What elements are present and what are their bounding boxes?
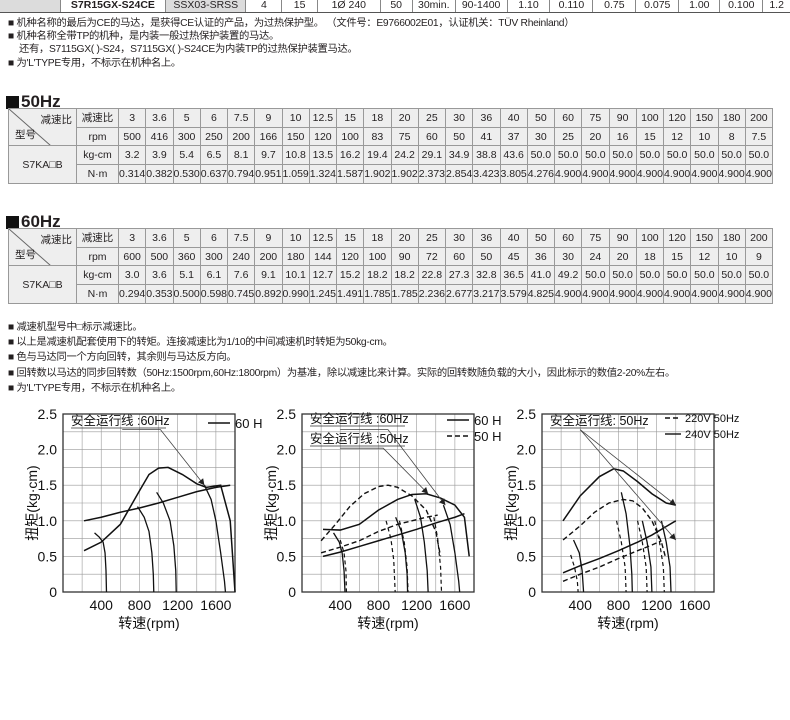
svg-text:800: 800 (367, 597, 391, 613)
svg-text:0: 0 (288, 584, 296, 600)
svg-text:2.5: 2.5 (38, 406, 58, 422)
svg-text:400: 400 (569, 597, 593, 613)
svg-text:2.0: 2.0 (517, 442, 537, 458)
svg-text:2.0: 2.0 (38, 442, 58, 458)
svg-text:转速(rpm): 转速(rpm) (357, 615, 418, 631)
svg-text:0: 0 (49, 584, 57, 600)
svg-text:1200: 1200 (401, 597, 432, 613)
svg-text:1.5: 1.5 (517, 477, 537, 493)
svg-text:1200: 1200 (641, 597, 672, 613)
svg-text:800: 800 (128, 597, 152, 613)
svg-text:220V 50Hz: 220V 50Hz (685, 413, 739, 425)
svg-text:扭矩(kg·cm): 扭矩(kg·cm) (24, 465, 40, 540)
svg-text:1.5: 1.5 (38, 477, 58, 493)
svg-text:转速(rpm): 转速(rpm) (597, 615, 658, 631)
svg-text:安全运行线 :60Hz: 安全运行线 :60Hz (310, 411, 409, 426)
svg-text:1.0: 1.0 (38, 513, 58, 529)
svg-text:安全运行线 :50Hz: 安全运行线 :50Hz (310, 431, 409, 446)
svg-text:1.5: 1.5 (277, 477, 297, 493)
svg-text:0: 0 (528, 584, 536, 600)
svg-text:2.5: 2.5 (277, 406, 297, 422)
svg-text:1600: 1600 (200, 597, 231, 613)
svg-text:转速(rpm): 转速(rpm) (118, 615, 179, 631)
svg-text:扭矩(kg·cm): 扭矩(kg·cm) (503, 465, 519, 540)
svg-text:0.5: 0.5 (277, 548, 297, 564)
svg-text:0.5: 0.5 (38, 548, 58, 564)
svg-text:400: 400 (329, 597, 353, 613)
svg-text:2.5: 2.5 (517, 406, 537, 422)
svg-text:1.0: 1.0 (517, 513, 537, 529)
svg-text:1600: 1600 (679, 597, 710, 613)
svg-text:1200: 1200 (162, 597, 193, 613)
svg-text:扭矩(kg·cm): 扭矩(kg·cm) (263, 465, 279, 540)
svg-text:800: 800 (607, 597, 631, 613)
svg-text:400: 400 (90, 597, 114, 613)
svg-text:安全运行线 :60Hz: 安全运行线 :60Hz (71, 413, 170, 428)
svg-text:安全运行线: 50Hz: 安全运行线: 50Hz (550, 413, 649, 428)
svg-text:1600: 1600 (439, 597, 470, 613)
svg-text:0.5: 0.5 (517, 548, 537, 564)
svg-text:2.0: 2.0 (277, 442, 297, 458)
svg-text:240V 50Hz: 240V 50Hz (685, 429, 739, 441)
svg-text:1.0: 1.0 (277, 513, 297, 529)
